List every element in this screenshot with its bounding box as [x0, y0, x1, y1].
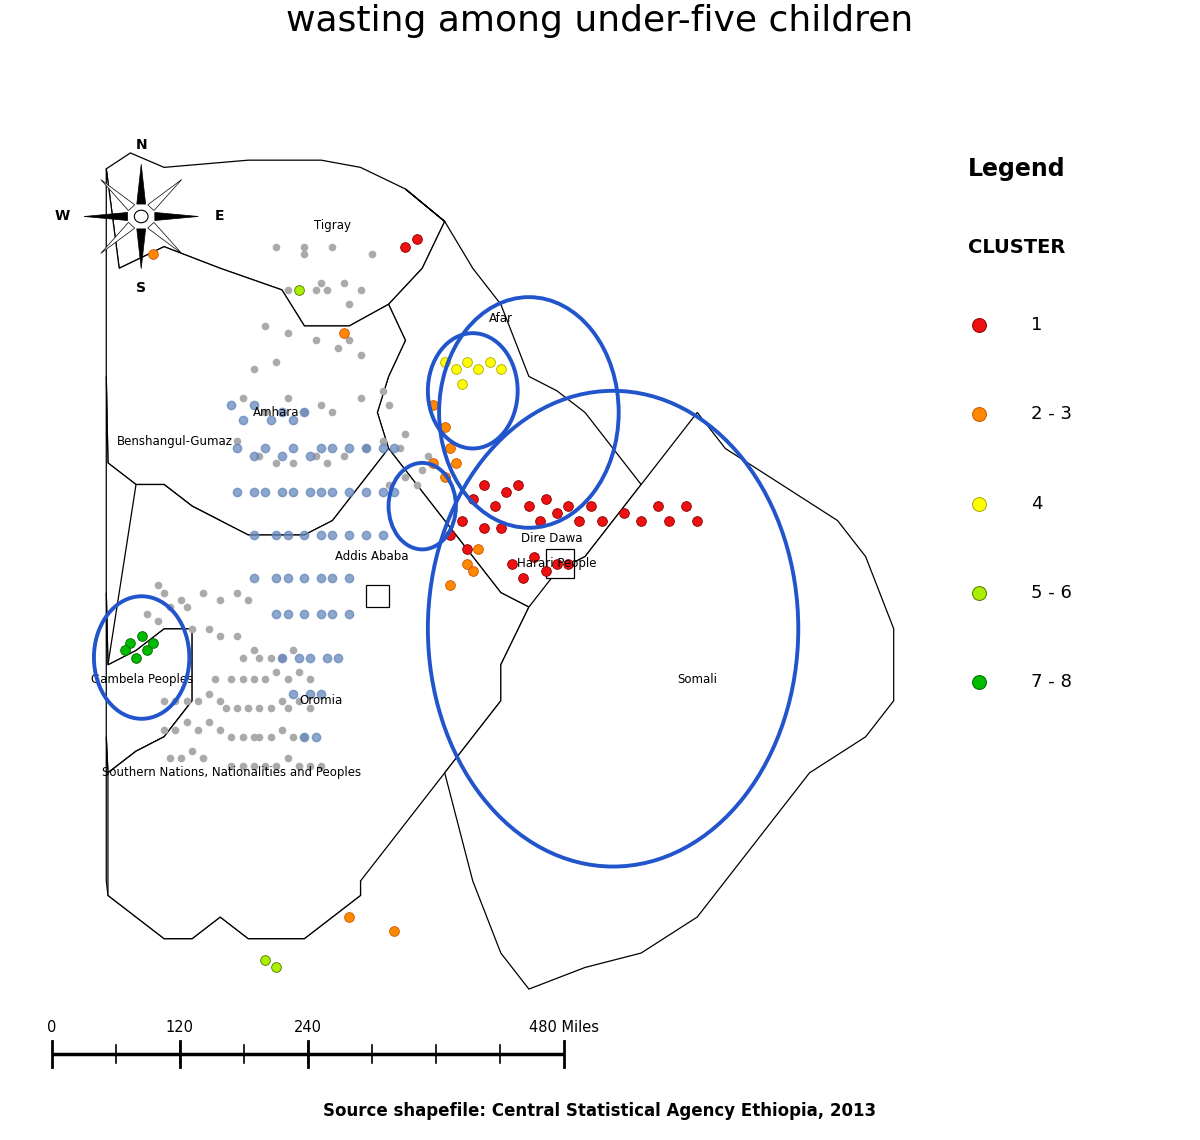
Polygon shape — [445, 413, 894, 990]
Text: Legend: Legend — [968, 156, 1066, 180]
Text: 240: 240 — [294, 1019, 322, 1035]
Polygon shape — [108, 448, 529, 938]
Text: Harari People: Harari People — [517, 557, 596, 570]
Polygon shape — [546, 549, 574, 578]
Polygon shape — [148, 179, 181, 211]
Circle shape — [134, 210, 148, 222]
Text: Source shapefile: Central Statistical Agency Ethiopia, 2013: Source shapefile: Central Statistical Ag… — [324, 1101, 876, 1119]
Text: 7 - 8: 7 - 8 — [1031, 673, 1073, 691]
Polygon shape — [137, 164, 145, 204]
Polygon shape — [107, 169, 406, 535]
Text: 5 - 6: 5 - 6 — [1031, 584, 1073, 602]
Polygon shape — [155, 212, 198, 220]
Polygon shape — [137, 229, 145, 269]
Title: wasting among under-five children: wasting among under-five children — [287, 5, 913, 38]
Text: CLUSTER: CLUSTER — [968, 238, 1066, 258]
Text: 2 - 3: 2 - 3 — [1031, 406, 1073, 423]
Text: Somali: Somali — [677, 673, 718, 685]
Text: 0: 0 — [47, 1019, 56, 1035]
Polygon shape — [107, 153, 445, 326]
Polygon shape — [101, 222, 134, 253]
Text: 1: 1 — [1031, 316, 1043, 334]
Polygon shape — [101, 179, 134, 211]
Text: Addis Ababa: Addis Ababa — [335, 551, 408, 563]
Text: 4: 4 — [1031, 495, 1043, 513]
Polygon shape — [107, 593, 192, 773]
Text: S: S — [137, 282, 146, 295]
Text: Afar: Afar — [488, 312, 512, 325]
Text: Dire Dawa: Dire Dawa — [521, 532, 582, 545]
Text: N: N — [136, 138, 148, 152]
Polygon shape — [366, 586, 389, 608]
Text: 480 Miles: 480 Miles — [529, 1019, 599, 1035]
Text: W: W — [55, 210, 70, 223]
Text: Benshangul-Gumaz: Benshangul-Gumaz — [118, 434, 233, 448]
Polygon shape — [107, 376, 221, 665]
Text: 120: 120 — [166, 1019, 194, 1035]
Text: E: E — [215, 210, 224, 223]
Polygon shape — [107, 701, 360, 938]
Text: Tigray: Tigray — [314, 219, 350, 231]
Text: Gambela Peoples: Gambela Peoples — [90, 673, 193, 685]
Polygon shape — [84, 212, 127, 220]
Text: Amhara: Amhara — [253, 406, 300, 418]
Polygon shape — [377, 189, 641, 608]
Text: Southern Nations, Nationalities and Peoples: Southern Nations, Nationalities and Peop… — [102, 766, 361, 780]
Polygon shape — [148, 222, 181, 253]
Text: Oromia: Oromia — [300, 694, 343, 707]
